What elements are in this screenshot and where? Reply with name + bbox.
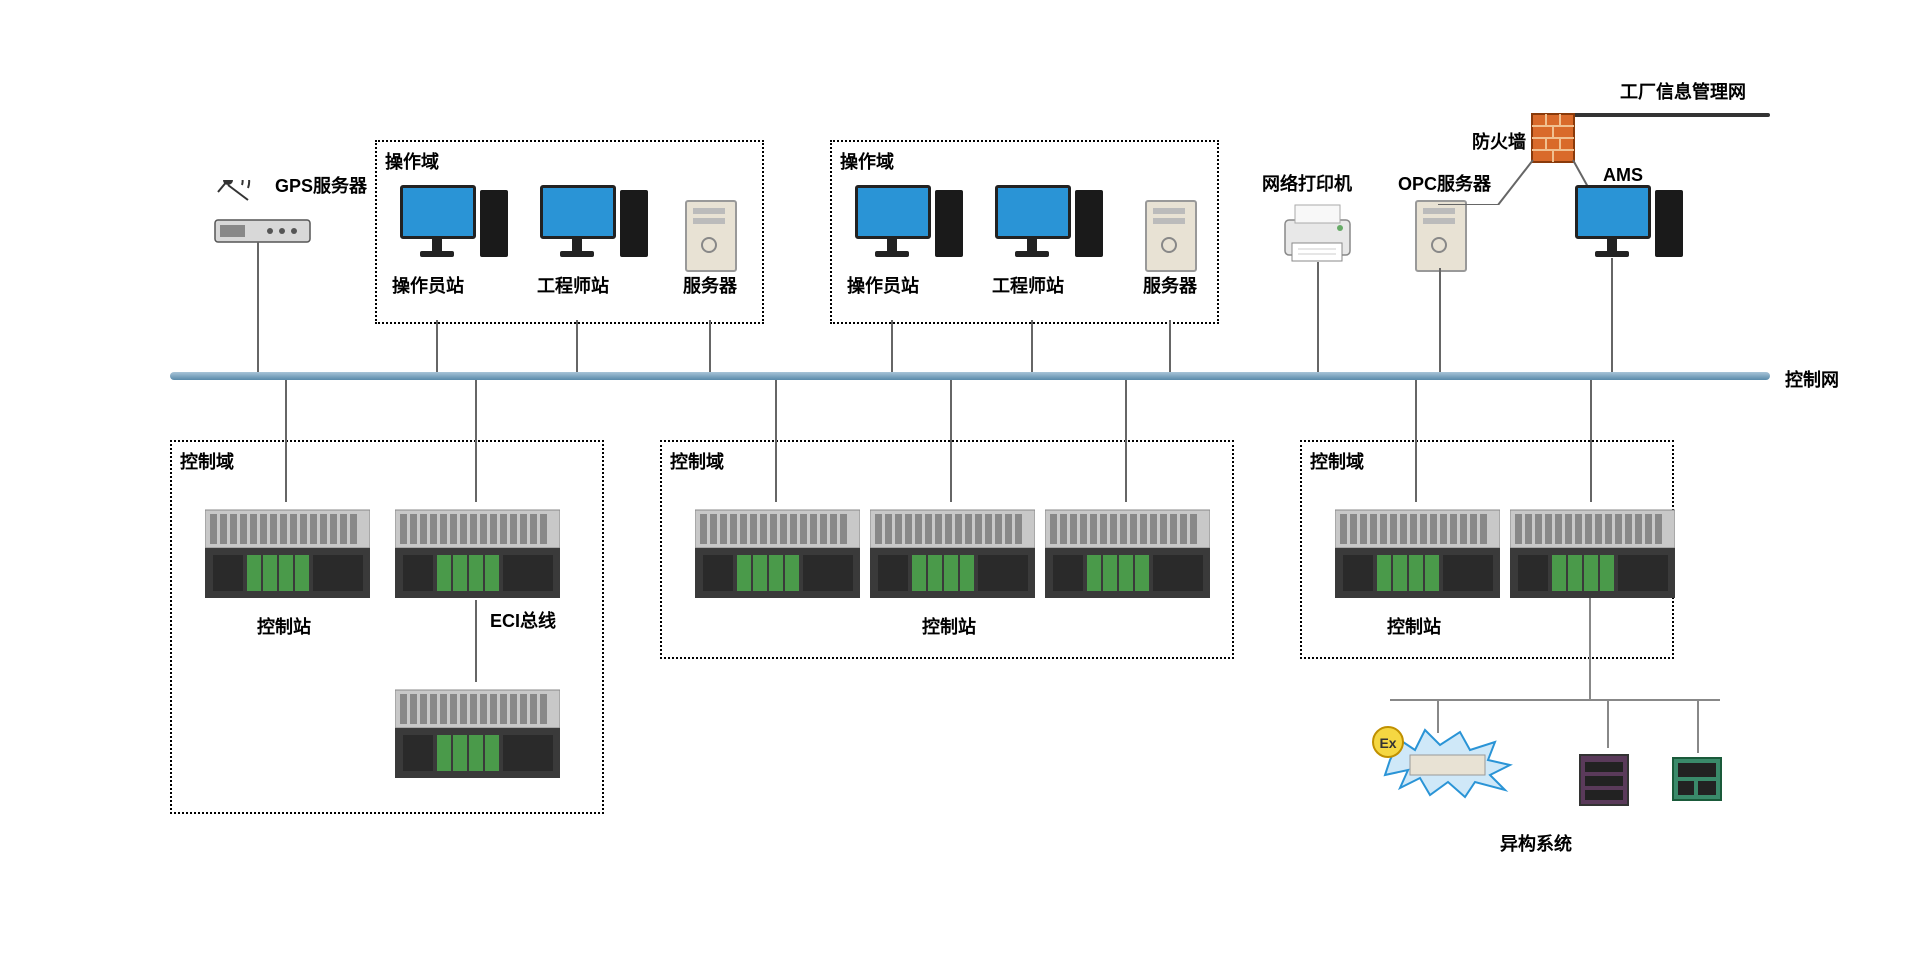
plc-icon <box>1335 500 1500 600</box>
diagram-canvas: 工厂信息管理网 操作域 操作域 控制网 GPS服务器 操作员站 工程师站 服务器… <box>0 0 1920 960</box>
plc6-drop <box>1125 380 1127 502</box>
op1-ws1-drop <box>436 320 438 372</box>
plc-icon <box>205 500 370 600</box>
op2-operator-label: 操作员站 <box>847 272 919 298</box>
printer-icon <box>1270 195 1365 270</box>
plc5-label: 控制站 <box>922 613 976 639</box>
op2-server-label: 服务器 <box>1143 272 1197 298</box>
op1-engineer-label: 工程师站 <box>537 272 609 298</box>
plc4-drop <box>775 380 777 502</box>
operation-domain-2-label: 操作域 <box>840 148 894 174</box>
op1-operator-label: 操作员站 <box>392 272 464 298</box>
op1-server-label: 服务器 <box>683 272 737 298</box>
gps-drop <box>257 242 259 372</box>
factory-info-net-label: 工厂信息管理网 <box>1620 78 1746 104</box>
device-icon <box>1670 755 1725 805</box>
plc7-drop <box>1415 380 1417 502</box>
op2-ws1-drop <box>891 320 893 372</box>
eci-bus-label: ECI总线 <box>490 607 556 633</box>
eci-line <box>475 600 477 682</box>
plc-icon <box>1510 500 1675 600</box>
plc-icon <box>1045 500 1210 600</box>
opc-drop <box>1439 268 1441 372</box>
op2-engineer-label: 工程师站 <box>992 272 1064 298</box>
control-domain-3-label: 控制域 <box>1310 448 1364 474</box>
device-icon <box>1575 750 1635 810</box>
plc-icon <box>395 500 560 600</box>
plc5-drop <box>950 380 952 502</box>
plc2-drop <box>475 380 477 502</box>
op2-srv-drop <box>1169 320 1171 372</box>
op1-srv-drop <box>709 320 711 372</box>
ams-drop <box>1611 258 1613 372</box>
op1-ws2-drop <box>576 320 578 372</box>
control-net-label: 控制网 <box>1785 366 1839 392</box>
factory-net-line <box>1572 113 1770 117</box>
svg-text:Ex: Ex <box>1379 735 1396 751</box>
plc-icon <box>395 680 560 780</box>
printer-drop <box>1317 262 1319 372</box>
ams-label: AMS <box>1603 165 1643 186</box>
printer-label: 网络打印机 <box>1262 170 1352 196</box>
operation-domain-1-label: 操作域 <box>385 148 439 174</box>
ex-burst-icon: Ex <box>1370 720 1515 800</box>
firewall-label: 防火墙 <box>1472 128 1526 154</box>
control-domain-2-label: 控制域 <box>670 448 724 474</box>
op2-ws2-drop <box>1031 320 1033 372</box>
plc8-drop <box>1590 380 1592 502</box>
plc1-label: 控制站 <box>257 613 311 639</box>
hetero-label: 异构系统 <box>1500 830 1572 856</box>
control-bus <box>170 372 1770 380</box>
plc-icon <box>695 500 860 600</box>
plc1-drop <box>285 380 287 502</box>
control-domain-1-label: 控制域 <box>180 448 234 474</box>
gps-server-label: GPS服务器 <box>275 172 367 198</box>
plc-icon <box>870 500 1035 600</box>
